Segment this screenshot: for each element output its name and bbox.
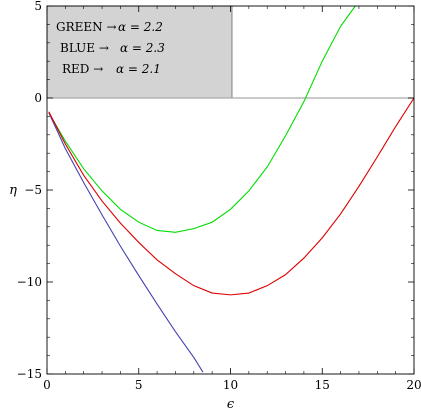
series-group [48, 5, 415, 373]
legend-entry-value: α = 2.3 [120, 41, 165, 55]
tick-labels-group: 0 5 10 15 20 −15 −10 −5 0 5 [17, 0, 421, 392]
x-tick-label: 10 [223, 378, 238, 392]
y-tick-label: 0 [34, 91, 42, 105]
x-tick-label: 15 [315, 378, 330, 392]
y-tick-label: −10 [17, 275, 42, 289]
legend-entry-label: RED → [62, 62, 103, 76]
legend-entry-label: GREEN → [56, 20, 117, 34]
x-tick-label: 5 [135, 378, 143, 392]
y-axis-label: η [9, 183, 17, 198]
series-line [48, 112, 204, 373]
legend-entry-value: α = 2.1 [116, 62, 161, 76]
legend-entry-label: BLUE → [60, 41, 109, 55]
x-tick-label: 20 [406, 378, 421, 392]
y-tick-label: 5 [34, 0, 42, 13]
legend: GREEN → α = 2.2 BLUE → α = 2.3 RED → α = 2.1 [46, 5, 233, 99]
series-line [48, 5, 356, 233]
series-line [48, 97, 415, 296]
legend-box [46, 5, 233, 99]
x-tick-label: 0 [43, 378, 51, 392]
y-tick-label: −15 [17, 367, 42, 381]
y-tick-label: −5 [24, 183, 42, 197]
x-axis-label: ϵ [227, 397, 235, 412]
ticks-group [46, 5, 415, 375]
legend-entry-value: α = 2.2 [118, 20, 163, 34]
